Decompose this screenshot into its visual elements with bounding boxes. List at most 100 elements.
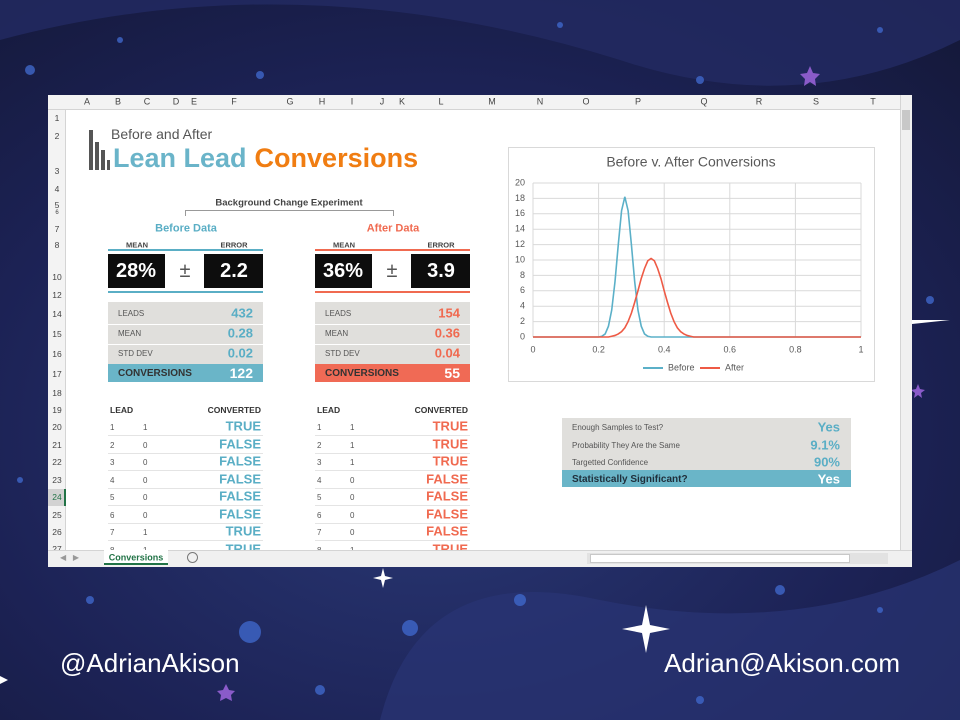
lead-value: 1 (143, 528, 148, 537)
converted: TRUE (432, 418, 468, 434)
plus-minus: ± (179, 260, 191, 282)
table-header: LEAD (110, 404, 134, 415)
row-rule (315, 452, 470, 454)
mean-box (108, 254, 165, 288)
row-header: 15 (52, 328, 62, 339)
stats-box (108, 302, 263, 364)
h-scroll-thumb (590, 554, 850, 563)
mean-label: MEAN (332, 240, 356, 250)
y-tick-label: 16 (515, 208, 525, 218)
row-rule (315, 522, 470, 524)
summary-highlight (562, 470, 851, 487)
row-header: 26 (52, 526, 62, 537)
stat-rule (108, 344, 263, 345)
error-label: ERROR (427, 240, 455, 250)
converted: FALSE (426, 488, 468, 504)
lead-value: 0 (350, 510, 355, 520)
stat-label: MEAN (325, 329, 349, 338)
title-part: Lean Lead (113, 143, 247, 173)
lead-index: 1 (110, 423, 115, 432)
column-header: O (582, 96, 590, 107)
sheet-tab[interactable] (104, 550, 168, 565)
stat-value: 432 (231, 305, 253, 321)
table-header: LEAD (317, 404, 341, 415)
lead-index: 7 (317, 528, 322, 537)
column-header: R (755, 96, 763, 107)
series-line (533, 257, 861, 338)
chart-frame (508, 147, 875, 382)
stat-value: 0.02 (227, 345, 253, 361)
row-header: 12 (52, 289, 62, 300)
y-tick-label: 4 (520, 301, 525, 311)
stat-label: STD DEV (325, 349, 360, 358)
row-header: 27 (52, 543, 62, 554)
bracket (185, 210, 394, 216)
row-rule (108, 540, 263, 541)
converted: TRUE (432, 436, 468, 451)
row-rule (108, 435, 263, 436)
lead-value: 1 (143, 423, 148, 432)
column-header: J (379, 96, 385, 107)
lead-value: 0 (143, 458, 148, 467)
row-rule (315, 435, 470, 436)
stat-label: STD DEV (118, 349, 153, 358)
lead-value: 0 (143, 493, 148, 502)
mean-value: 28% (115, 260, 157, 282)
sheet-nav: ◀ ▶ (60, 553, 79, 562)
column-header: P (634, 96, 642, 107)
row-rule (108, 487, 263, 489)
error-box (411, 254, 470, 288)
x-tick-label: 0.8 (789, 344, 802, 354)
add-sheet[interactable] (187, 552, 198, 563)
column-header: H (318, 96, 326, 107)
column-header: E (190, 96, 198, 107)
lead-index: 2 (110, 440, 115, 450)
y-tick-label: 2 (520, 316, 525, 326)
converted: TRUE (225, 523, 261, 539)
summary-row (562, 436, 851, 454)
row-header: 7 (54, 223, 60, 234)
row-header: 24 (52, 491, 62, 502)
summary-label: Targetted Confidence (572, 458, 649, 467)
selected-row-header (48, 489, 66, 506)
stat-value: 0.36 (434, 325, 460, 341)
lead-value: 0 (143, 510, 148, 520)
column-header-bar (48, 95, 900, 110)
legend-label: After (725, 362, 744, 372)
handle: @AdrianAkison (60, 648, 240, 678)
lead-value: 1 (350, 423, 355, 432)
table-header: CONVERTED (414, 404, 468, 415)
lead-index: 6 (110, 510, 115, 520)
y-tick-label: 8 (520, 270, 525, 280)
row-header: 18 (52, 387, 62, 398)
stats-box (315, 302, 470, 364)
row-rule (315, 505, 470, 506)
row-rule (315, 470, 470, 471)
y-tick-label: 14 (515, 224, 525, 234)
row-rule (315, 487, 470, 489)
x-tick-label: 0.6 (724, 344, 737, 354)
row-header: 6 (55, 210, 59, 216)
column-header: G (286, 96, 294, 107)
summary-value: 9.1% (810, 437, 840, 453)
y-tick-label: 6 (520, 285, 525, 295)
row-header: 10 (52, 271, 62, 282)
row-rule (108, 522, 263, 524)
logo-bar (89, 130, 93, 170)
conversions-row (315, 364, 470, 382)
column-header: K (398, 96, 406, 107)
lead-value: 1 (350, 440, 355, 450)
lead-value: 1 (350, 458, 355, 467)
column-header: B (114, 96, 122, 107)
column-header: F (231, 96, 237, 107)
lead-index: 2 (317, 440, 322, 450)
column-header: C (143, 96, 151, 107)
conversions-row (108, 364, 263, 382)
column-header: D (172, 96, 180, 107)
email: Adrian@Akison.com (664, 648, 900, 678)
converted: TRUE (432, 453, 468, 469)
converted: FALSE (219, 488, 261, 504)
y-tick-label: 12 (515, 239, 525, 249)
summary-value: Yes (817, 471, 840, 486)
